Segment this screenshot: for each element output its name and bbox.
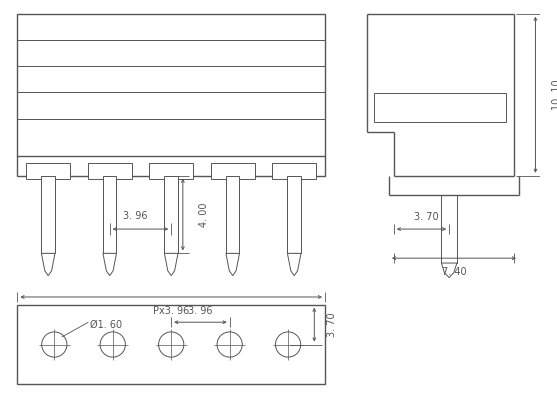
Polygon shape xyxy=(226,253,240,276)
Bar xyxy=(88,163,131,179)
Bar xyxy=(441,195,457,263)
Text: 3. 96: 3. 96 xyxy=(123,211,148,221)
Circle shape xyxy=(276,332,301,357)
Bar xyxy=(374,93,506,122)
Bar xyxy=(149,163,193,179)
Circle shape xyxy=(42,332,67,357)
Bar xyxy=(26,163,70,179)
Bar xyxy=(164,176,178,253)
Polygon shape xyxy=(441,263,457,278)
Bar xyxy=(103,176,116,253)
Polygon shape xyxy=(103,253,116,276)
Text: Px3. 96: Px3. 96 xyxy=(153,306,189,316)
Bar xyxy=(17,305,325,384)
Polygon shape xyxy=(164,253,178,276)
Polygon shape xyxy=(287,253,301,276)
Text: 3. 70: 3. 70 xyxy=(327,312,337,337)
Text: 3. 70: 3. 70 xyxy=(414,212,438,223)
Polygon shape xyxy=(41,253,55,276)
Bar xyxy=(272,163,316,179)
Text: 10. 10: 10. 10 xyxy=(552,79,557,110)
Bar xyxy=(17,14,325,176)
Bar xyxy=(211,163,255,179)
Text: Ø1. 60: Ø1. 60 xyxy=(90,320,122,330)
Text: 3. 96: 3. 96 xyxy=(188,306,213,316)
Bar xyxy=(226,176,240,253)
Text: 7. 40: 7. 40 xyxy=(442,267,466,277)
Circle shape xyxy=(100,332,125,357)
Circle shape xyxy=(217,332,242,357)
Bar xyxy=(41,176,55,253)
Circle shape xyxy=(159,332,184,357)
Bar xyxy=(287,176,301,253)
Text: 4. 00: 4. 00 xyxy=(199,202,209,227)
